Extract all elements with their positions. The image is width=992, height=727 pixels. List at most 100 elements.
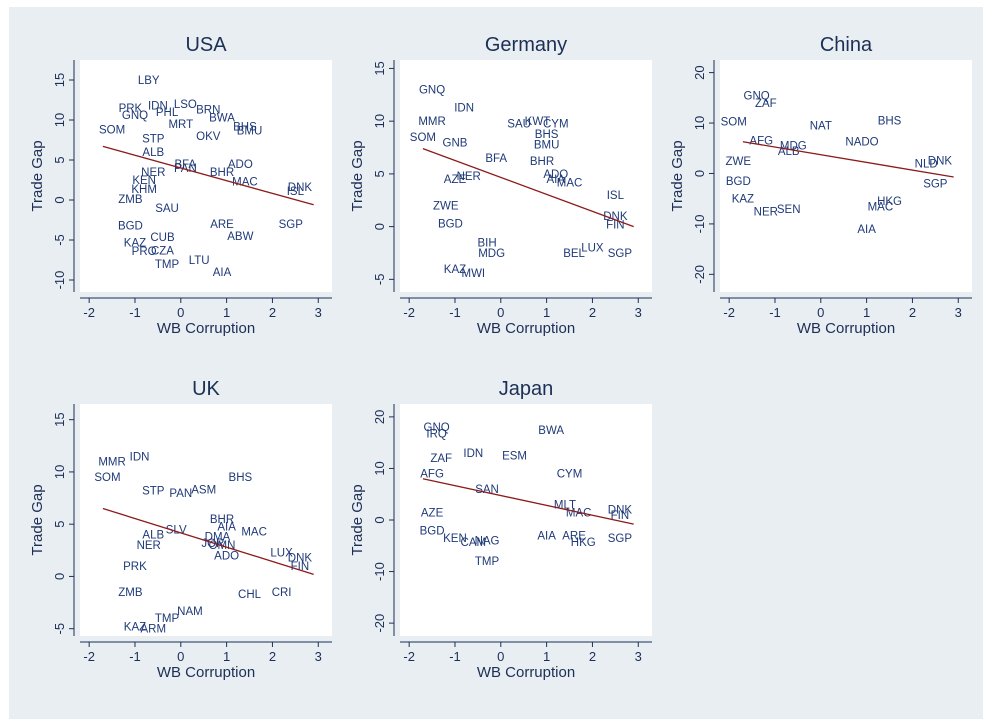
point-label: NER [141,167,165,179]
point-label: IDN [463,448,483,460]
y-tick-label: 20 [692,65,707,79]
point-label: KAZ [444,264,466,276]
point-label: MMR [98,456,125,468]
x-tick-label: -1 [449,305,461,320]
x-tick-label: 0 [817,305,824,320]
point-label: DNK [608,505,633,517]
point-label: AZE [421,507,444,519]
point-label: IDN [130,451,150,463]
point-label: AIA [537,530,556,542]
point-label: NAT [810,121,832,133]
x-tick-label: -1 [769,305,781,320]
point-label: NAM [177,606,203,618]
plot-area [400,60,652,292]
point-label: SEN [777,204,801,216]
y-axis-label: Trade Gap [669,140,686,211]
point-label: SAN [475,484,499,496]
y-tick-label: 15 [52,412,67,426]
point-label: SOM [99,125,125,137]
y-tick-label: -5 [52,234,67,246]
point-label: ALB [142,147,164,159]
point-label: AIA [857,224,876,236]
point-label: ALB [142,530,164,542]
point-label: ARE [562,530,586,542]
point-label: MWI [461,268,485,280]
x-tick-label: -2 [403,649,415,664]
fit-line [102,507,314,575]
point-label: LUX [581,243,604,255]
point-label: MAC [241,526,267,538]
y-tick-label: 10 [692,116,707,130]
point-label: CUB [150,232,175,244]
y-axis-label: Trade Gap [29,140,46,211]
panel-title: Germany [485,34,567,56]
point-label: BMU [534,139,560,151]
x-tick-label: 3 [955,305,962,320]
point-label: CZA [151,245,174,257]
panel-title: China [820,34,873,56]
point-label: PHL [156,107,179,119]
x-tick-label: 1 [223,305,230,320]
fit-line [422,147,634,228]
point-label: CRI [272,587,292,599]
y-tick-label: 5 [372,170,387,177]
point-label: KAZ [732,194,754,206]
plot-area [80,404,332,636]
point-label: KAZ [124,237,146,249]
point-label: AFG [420,469,444,481]
y-tick-label: 10 [372,114,387,128]
point-label: DNK [288,553,313,565]
y-tick-label: 10 [372,461,387,475]
x-tick-label: 2 [269,649,276,664]
point-label: MAC [557,177,583,189]
point-label: SGP [608,533,633,545]
point-label: ZAF [755,98,777,110]
point-label: KEN [132,175,156,187]
point-label: NAG [475,536,500,548]
point-label: NLD [915,158,938,170]
point-label: SOM [410,132,436,144]
point-label: PAN [169,488,192,500]
point-label: MDG [780,141,807,153]
point-label: DNK [928,155,953,167]
point-label: MDG [478,248,505,260]
point-label: FIN [606,220,625,232]
panel-title: USA [185,34,227,56]
y-tick-label: 15 [372,61,387,75]
point-label: NER [457,171,481,183]
point-label: ARM [141,624,167,636]
point-label: AFG [749,136,773,148]
point-label: KEN [443,533,467,545]
point-label: PRK [119,103,143,115]
point-label: FIN [291,561,310,573]
x-tick-label: 2 [909,305,916,320]
point-label: DNK [603,211,628,223]
x-axis-label: WB Corruption [797,320,895,337]
point-label: IDN [148,101,168,113]
x-tick-label: 1 [863,305,870,320]
point-label: BGD [420,525,445,537]
x-tick-label: 0 [497,305,504,320]
y-tick-label: 0 [52,196,67,203]
point-label: MAC [868,201,894,213]
x-tick-label: 3 [315,649,322,664]
point-label: GNB [443,137,468,149]
point-label: TMP [155,613,180,625]
point-label: CHL [238,589,262,601]
fit-line [742,141,954,178]
point-label: NER [754,206,778,218]
y-tick-label: 5 [52,156,67,163]
x-tick-label: 0 [177,649,184,664]
point-label: ZMB [118,587,143,599]
y-tick-label: -5 [52,623,67,635]
point-label: AIA [547,174,566,186]
point-label: BHS [229,472,253,484]
